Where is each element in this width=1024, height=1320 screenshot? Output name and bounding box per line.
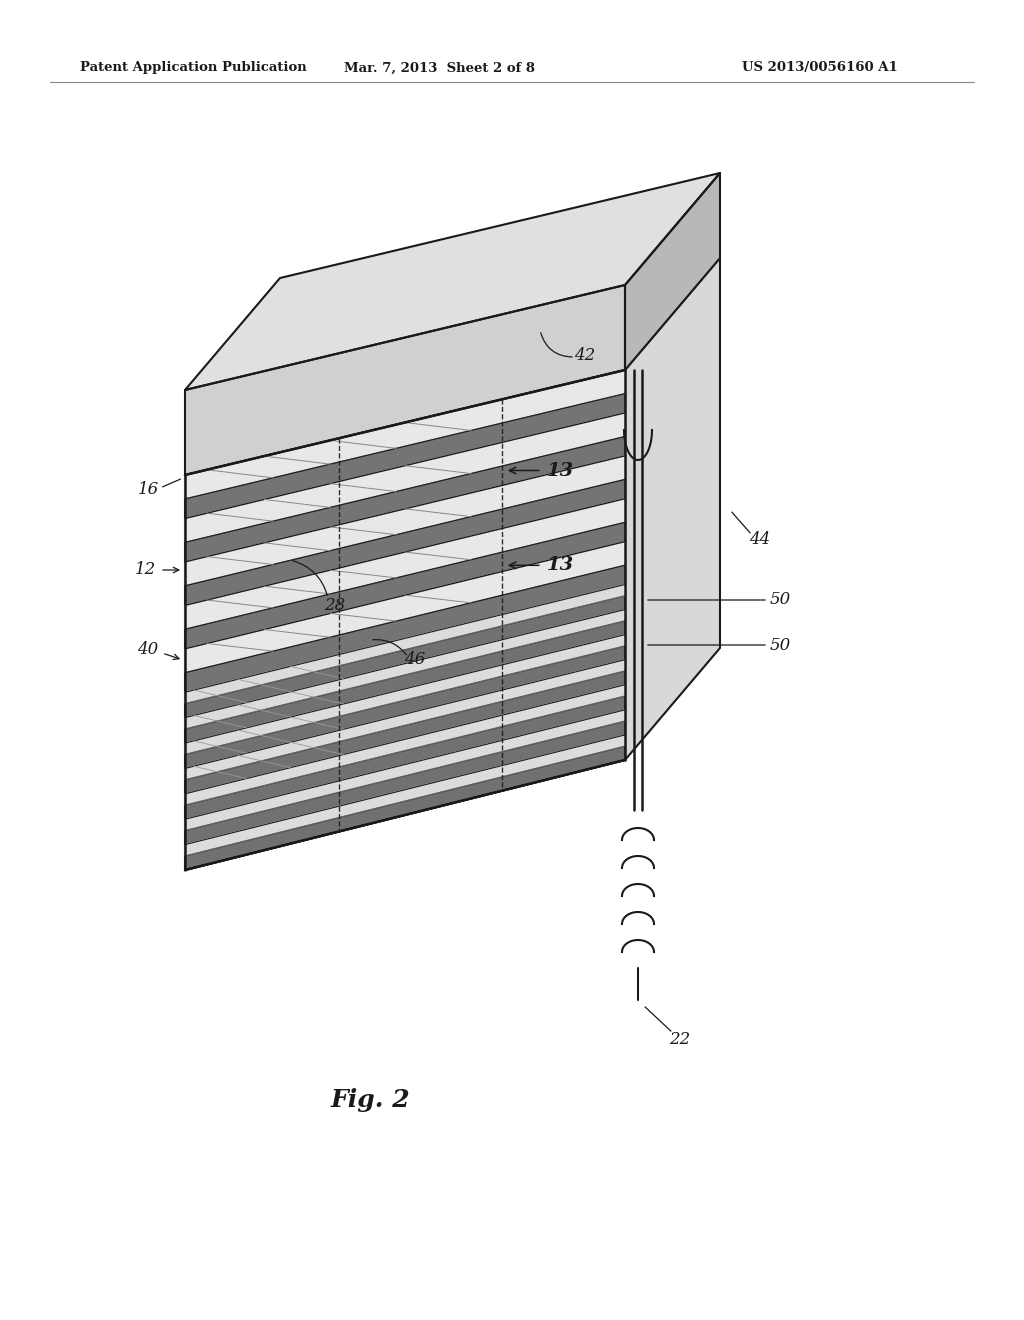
Text: 13: 13 [547,462,574,479]
Polygon shape [185,721,625,845]
Polygon shape [185,499,625,630]
Polygon shape [185,455,625,586]
Text: 50: 50 [769,636,791,653]
Polygon shape [185,671,625,793]
Polygon shape [625,173,720,370]
Polygon shape [185,635,625,755]
Text: 22: 22 [670,1031,690,1048]
Polygon shape [185,595,625,718]
Polygon shape [185,541,625,673]
Polygon shape [185,523,625,649]
Text: 40: 40 [137,642,159,659]
Text: 16: 16 [137,482,159,499]
Polygon shape [185,370,625,499]
Polygon shape [185,370,625,870]
Text: 44: 44 [750,532,771,549]
Polygon shape [185,696,625,820]
Text: 50: 50 [769,591,791,609]
Text: Patent Application Publication: Patent Application Publication [80,62,307,74]
Text: 28: 28 [325,597,346,614]
Polygon shape [185,735,625,857]
Text: 12: 12 [134,561,156,578]
Polygon shape [625,257,720,760]
Polygon shape [185,620,625,743]
Polygon shape [185,685,625,805]
Polygon shape [185,585,625,704]
Polygon shape [185,479,625,606]
Polygon shape [185,285,625,475]
Polygon shape [185,746,625,870]
Text: 46: 46 [404,652,426,668]
Polygon shape [185,660,625,780]
Polygon shape [185,710,625,830]
Text: Fig. 2: Fig. 2 [330,1088,410,1111]
Polygon shape [185,565,625,692]
Text: 13: 13 [547,556,574,574]
Polygon shape [185,645,625,768]
Polygon shape [185,413,625,543]
Polygon shape [185,173,720,389]
Polygon shape [185,610,625,729]
Polygon shape [185,437,625,562]
Text: Mar. 7, 2013  Sheet 2 of 8: Mar. 7, 2013 Sheet 2 of 8 [344,62,536,74]
Polygon shape [185,393,625,519]
Text: 42: 42 [574,346,596,363]
Text: US 2013/0056160 A1: US 2013/0056160 A1 [742,62,898,74]
